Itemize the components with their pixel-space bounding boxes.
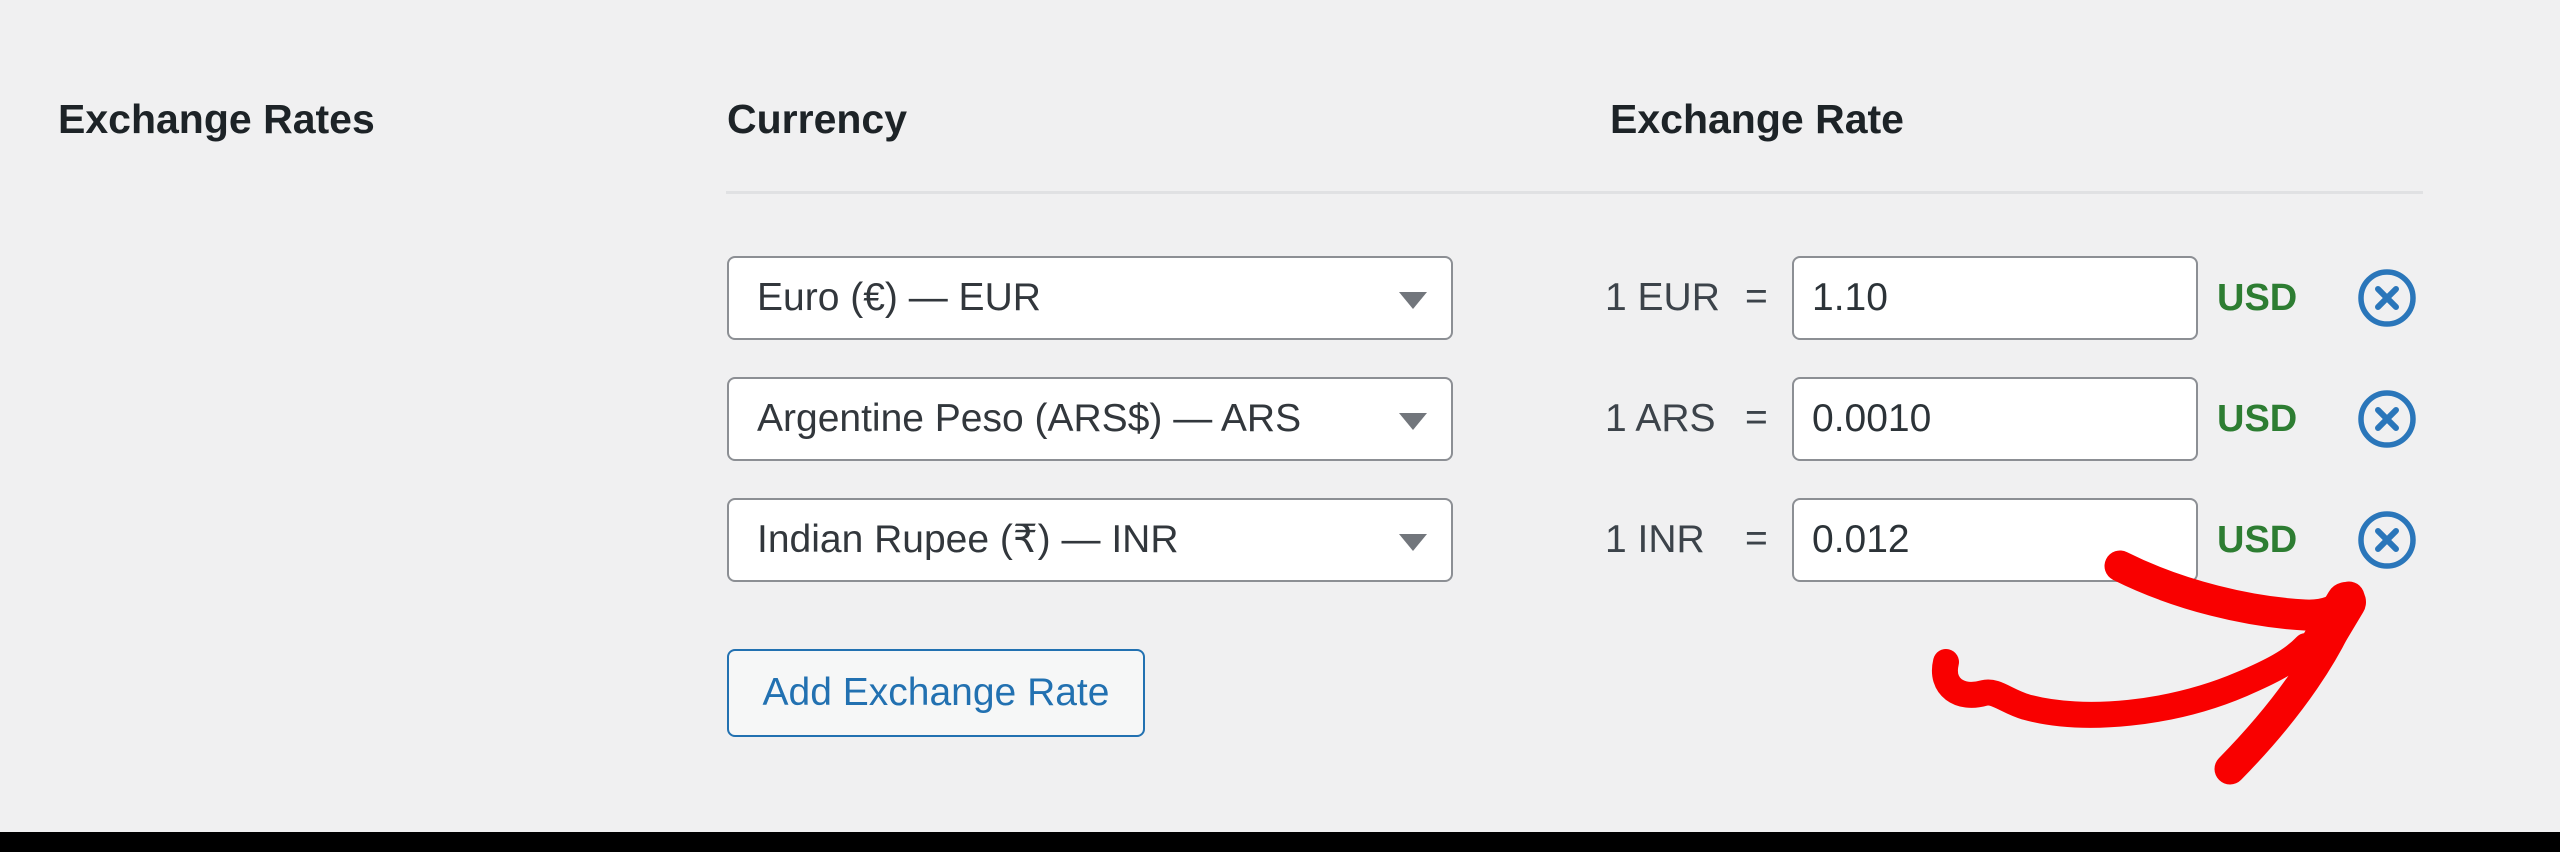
- chevron-down-icon: [1399, 292, 1427, 309]
- exchange-rate-row: Indian Rupee (₹) — INR 1 INR = USD: [727, 498, 2467, 582]
- column-header-exchange-rate: Exchange Rate: [1610, 96, 1904, 142]
- chevron-down-icon: [1399, 534, 1427, 551]
- currency-select[interactable]: Euro (€) — EUR: [727, 256, 1453, 340]
- rate-input[interactable]: [1792, 498, 2198, 582]
- section-label: Exchange Rates: [58, 96, 375, 142]
- bottom-black-bar: [0, 832, 2560, 852]
- rate-base-label: 1 EUR: [1605, 276, 1720, 319]
- exchange-rate-row: Argentine Peso (ARS$) — ARS 1 ARS = USD: [727, 377, 2467, 461]
- rate-base-label: 1 INR: [1605, 518, 1705, 561]
- equals-sign: =: [1745, 396, 1768, 439]
- usd-currency-label: USD: [2217, 398, 2298, 440]
- rate-base-label: 1 ARS: [1605, 397, 1716, 440]
- equals-sign: =: [1745, 275, 1768, 318]
- currency-select[interactable]: Argentine Peso (ARS$) — ARS: [727, 377, 1453, 461]
- add-exchange-rate-button[interactable]: Add Exchange Rate: [727, 649, 1145, 737]
- header-divider: [726, 191, 2423, 194]
- exchange-rate-rows: Euro (€) — EUR 1 EUR = USD Argentine Pes…: [727, 256, 2527, 656]
- remove-rate-button[interactable]: [2357, 268, 2417, 328]
- remove-rate-button[interactable]: [2357, 389, 2417, 449]
- column-header-currency: Currency: [727, 96, 908, 142]
- chevron-down-icon: [1399, 413, 1427, 430]
- equals-sign: =: [1745, 517, 1768, 560]
- currency-select-value: Argentine Peso (ARS$) — ARS: [757, 397, 1302, 440]
- exchange-rate-row: Euro (€) — EUR 1 EUR = USD: [727, 256, 2467, 340]
- currency-select-value: Indian Rupee (₹) — INR: [757, 518, 1179, 561]
- usd-currency-label: USD: [2217, 519, 2298, 561]
- circle-x-icon: [2358, 269, 2416, 327]
- circle-x-icon: [2358, 511, 2416, 569]
- rate-input[interactable]: [1792, 377, 2198, 461]
- circle-x-icon: [2358, 390, 2416, 448]
- currency-select-value: Euro (€) — EUR: [757, 276, 1041, 319]
- rate-input[interactable]: [1792, 256, 2198, 340]
- remove-rate-button[interactable]: [2357, 510, 2417, 570]
- usd-currency-label: USD: [2217, 277, 2298, 319]
- currency-select[interactable]: Indian Rupee (₹) — INR: [727, 498, 1453, 582]
